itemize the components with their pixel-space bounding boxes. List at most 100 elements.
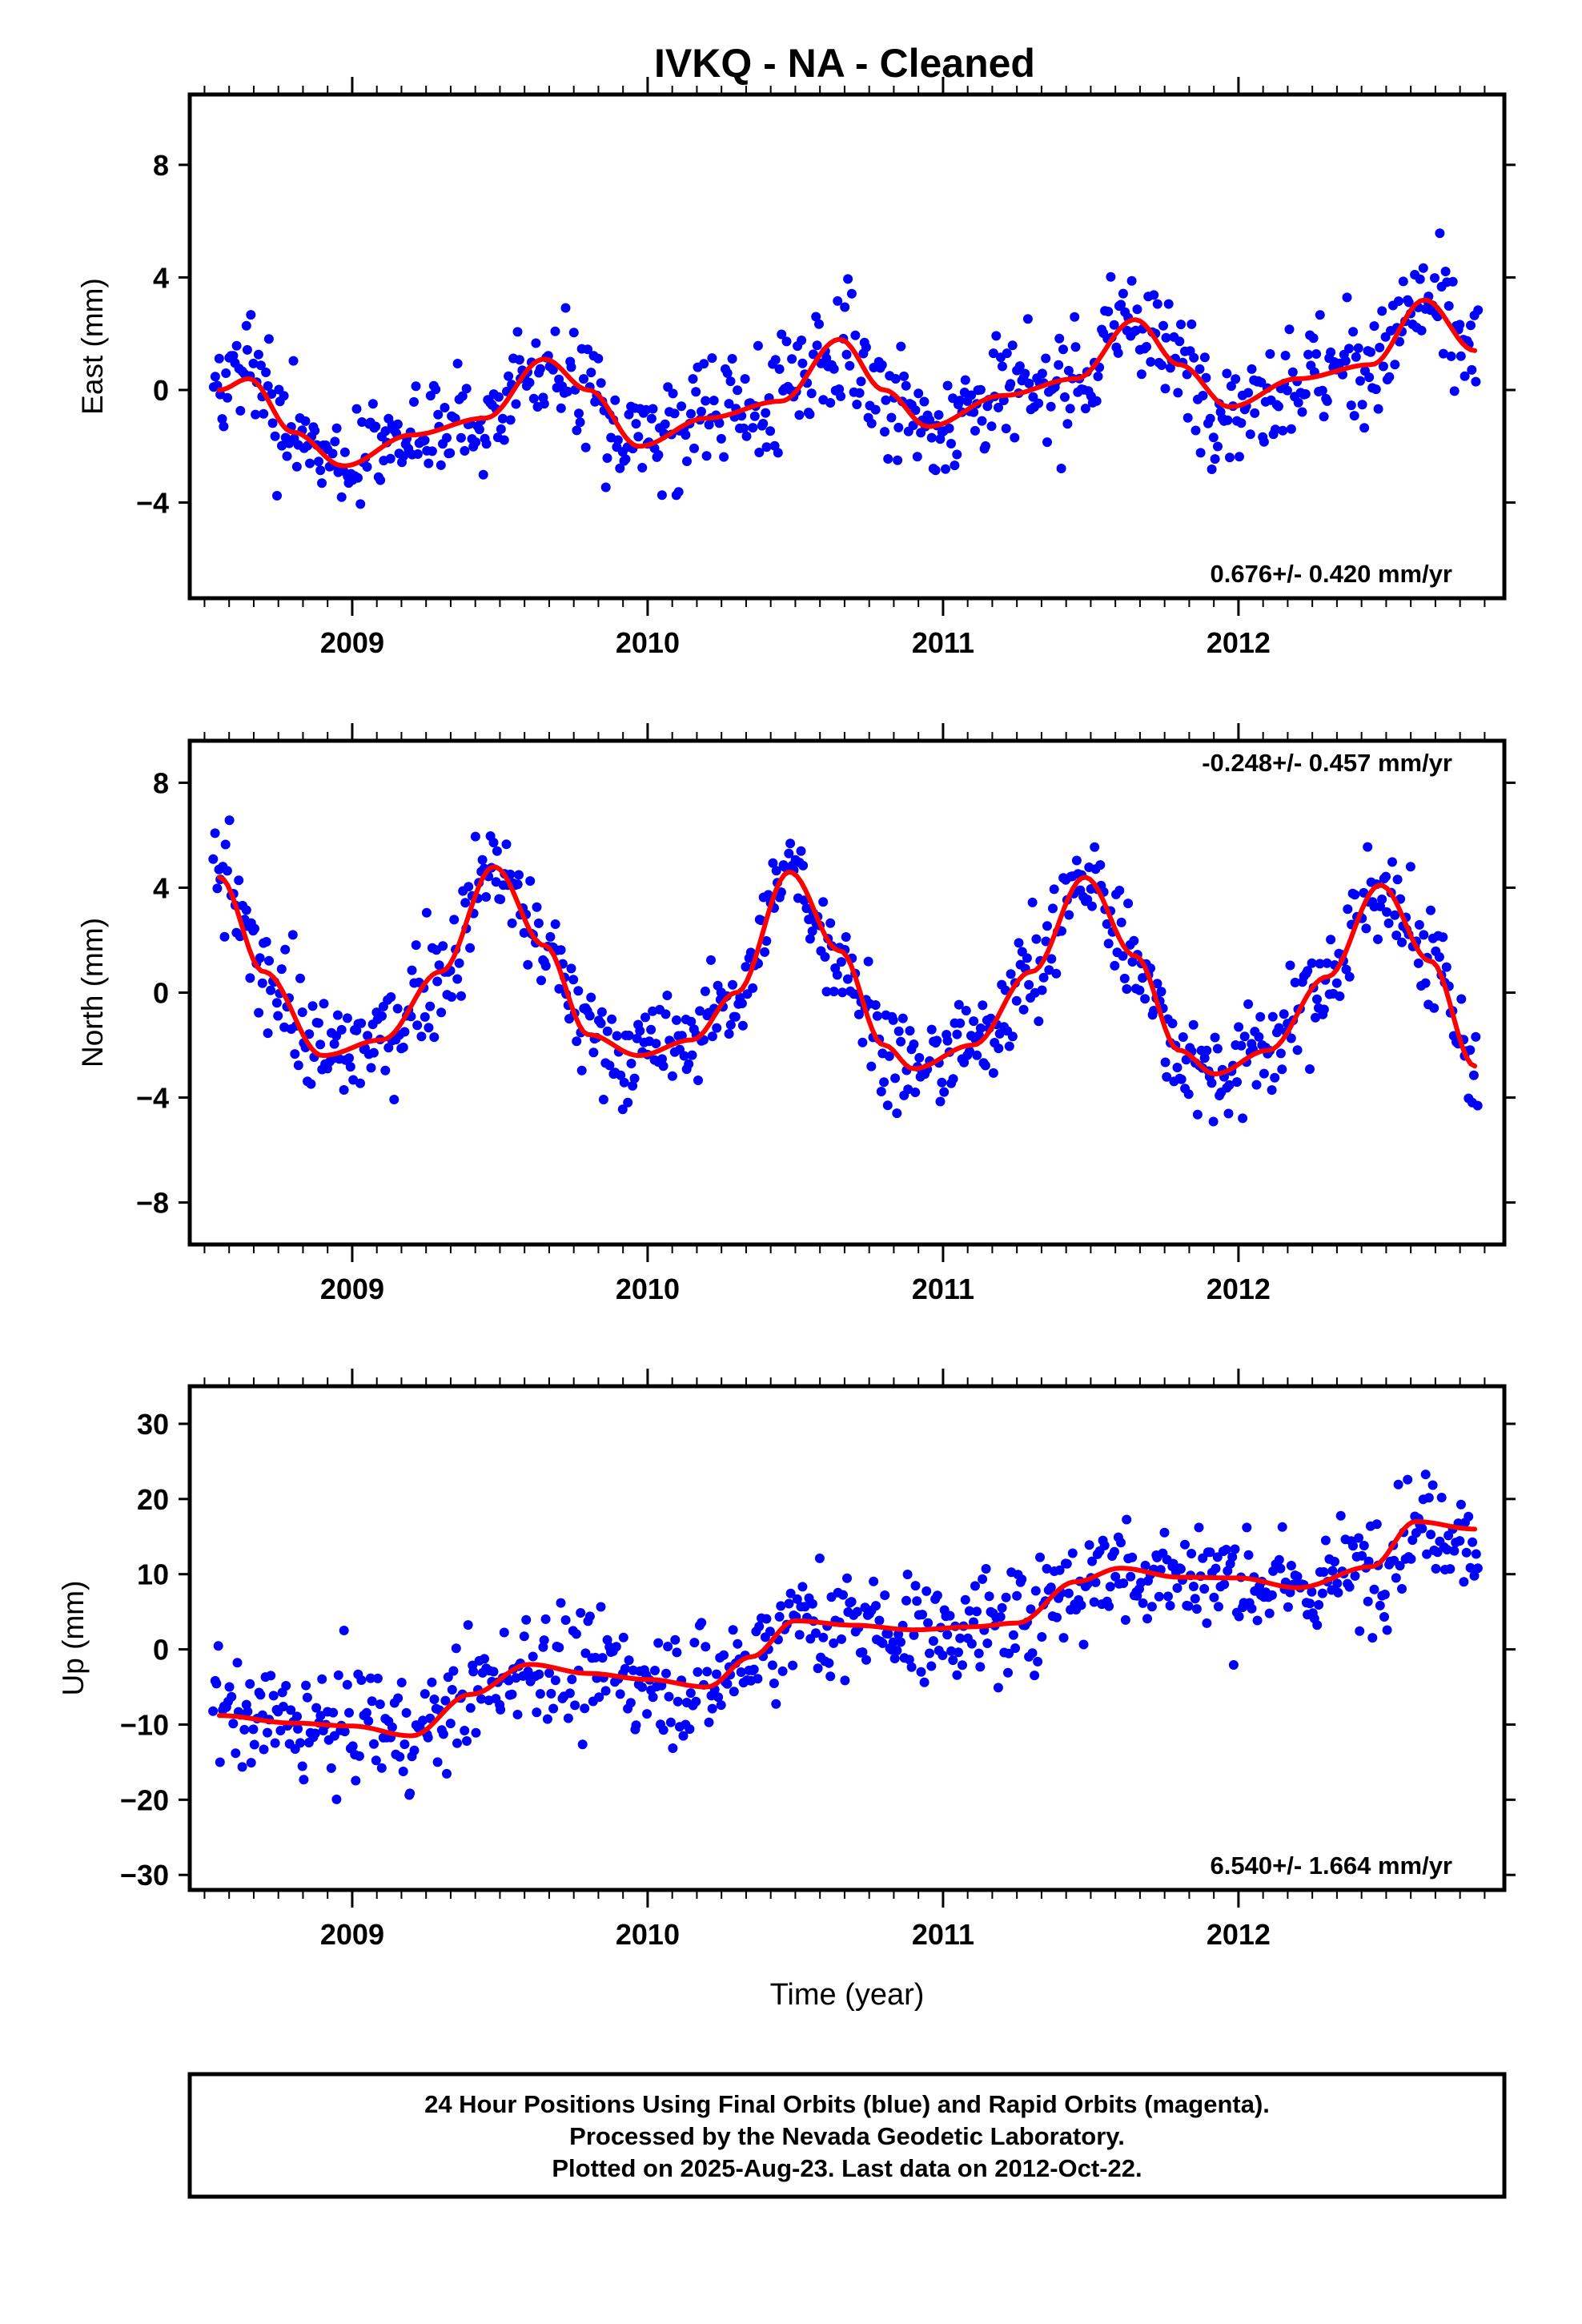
north-data-point [470, 831, 480, 842]
up-data-point [653, 1638, 664, 1648]
up-data-point [1359, 1541, 1369, 1550]
east-data-point [600, 482, 611, 493]
east-data-point [270, 431, 280, 441]
north-data-point [1041, 936, 1051, 947]
east-data-point [563, 386, 572, 396]
east-data-point [474, 424, 484, 435]
north-data-point [1331, 978, 1342, 988]
east-data-point [317, 478, 327, 489]
north-data-point [768, 858, 778, 868]
up-data-point [1431, 1563, 1441, 1574]
up-data-point [1228, 1660, 1239, 1670]
east-data-point [1377, 306, 1387, 316]
up-data-point [754, 1622, 765, 1631]
up-data-point [984, 1591, 994, 1602]
north-data-point [1390, 910, 1400, 920]
east-data-point [952, 449, 962, 460]
north-data-point [1118, 951, 1128, 961]
east-data-point [556, 403, 566, 413]
up-data-point [528, 1651, 538, 1662]
north-data-point [836, 957, 846, 967]
north-data-layer [208, 815, 1483, 1127]
up-data-point [678, 1731, 689, 1741]
east-data-point [719, 452, 729, 462]
north-data-point [737, 1020, 748, 1031]
north-data-point [821, 987, 832, 997]
up-data-point [448, 1666, 459, 1676]
up-data-point [960, 1594, 970, 1605]
north-data-point [829, 987, 839, 997]
east-data-point [1278, 425, 1288, 436]
east-data-point [568, 328, 579, 338]
up-data-point [1379, 1590, 1390, 1599]
up-data-point [367, 1696, 377, 1707]
east-data-point [267, 389, 277, 399]
footer-frame [187, 2072, 1507, 2199]
north-data-point [234, 875, 244, 886]
east-x-tick-label: 2012 [1207, 626, 1271, 659]
up-data-point [1230, 1544, 1240, 1554]
up-data-point [1449, 1546, 1460, 1556]
north-data-point [1176, 1074, 1186, 1084]
east-data-point [399, 451, 408, 461]
east-data-point [1205, 413, 1215, 424]
east-data-point [1226, 381, 1236, 392]
up-data-point [916, 1667, 926, 1677]
north-data-point [477, 854, 488, 865]
east-data-point [1418, 263, 1428, 273]
up-data-point [292, 1711, 302, 1722]
up-data-point [499, 1627, 509, 1638]
north-data-point [481, 892, 492, 902]
north-data-point [914, 1052, 925, 1063]
north-data-point [948, 1074, 958, 1084]
up-data-point [1363, 1596, 1373, 1606]
north-data-point [596, 1018, 606, 1028]
up-data-point [1471, 1549, 1481, 1559]
footer-box: 24 Hour Positions Using Final Orbits (bl… [187, 2072, 1507, 2199]
north-data-point [1419, 930, 1429, 940]
east-data-point [1070, 312, 1080, 322]
north-data-point [254, 1007, 264, 1018]
east-data-layer [208, 228, 1484, 509]
north-x-tick-label: 2010 [616, 1273, 680, 1305]
east-data-point [210, 372, 220, 382]
up-data-point [1455, 1536, 1465, 1546]
up-data-point [228, 1719, 239, 1729]
up-x-axis-label: Time (year) [770, 1978, 925, 2012]
east-data-point [445, 448, 456, 458]
east-data-point [1373, 404, 1383, 414]
north-data-point [612, 1031, 622, 1041]
north-data-point [1238, 1113, 1248, 1124]
up-data-point [1468, 1537, 1478, 1547]
east-data-point [1259, 436, 1269, 447]
east-data-point [1065, 404, 1075, 414]
up-data-point [648, 1692, 658, 1703]
north-data-point [1127, 957, 1138, 967]
north-data-point [1046, 954, 1057, 964]
east-data-point [412, 449, 423, 459]
up-data-point [1243, 1550, 1254, 1560]
up-data-point [712, 1669, 721, 1679]
up-data-point [560, 1615, 571, 1625]
north-data-point [807, 926, 817, 936]
east-data-point [1467, 364, 1477, 375]
up-data-point [594, 1692, 604, 1703]
north-data-point [1103, 939, 1114, 949]
up-data-point [615, 1689, 625, 1699]
north-data-point [1234, 1022, 1244, 1032]
east-data-point [550, 326, 560, 336]
north-data-point [1292, 1045, 1303, 1055]
east-rate-label: 0.676+/- 0.420 mm/yr [1211, 560, 1452, 588]
up-data-point [685, 1724, 695, 1735]
north-data-point [1022, 953, 1032, 963]
north-data-point [319, 999, 329, 1009]
east-data-point [883, 454, 893, 464]
north-data-point [556, 945, 566, 955]
north-data-point [1162, 1072, 1172, 1082]
east-data-point [1293, 397, 1303, 408]
north-data-point [955, 1018, 966, 1028]
up-data-point [1127, 1552, 1138, 1562]
north-data-point [568, 975, 579, 985]
north-data-point [820, 951, 830, 962]
north-data-point [693, 1076, 703, 1085]
